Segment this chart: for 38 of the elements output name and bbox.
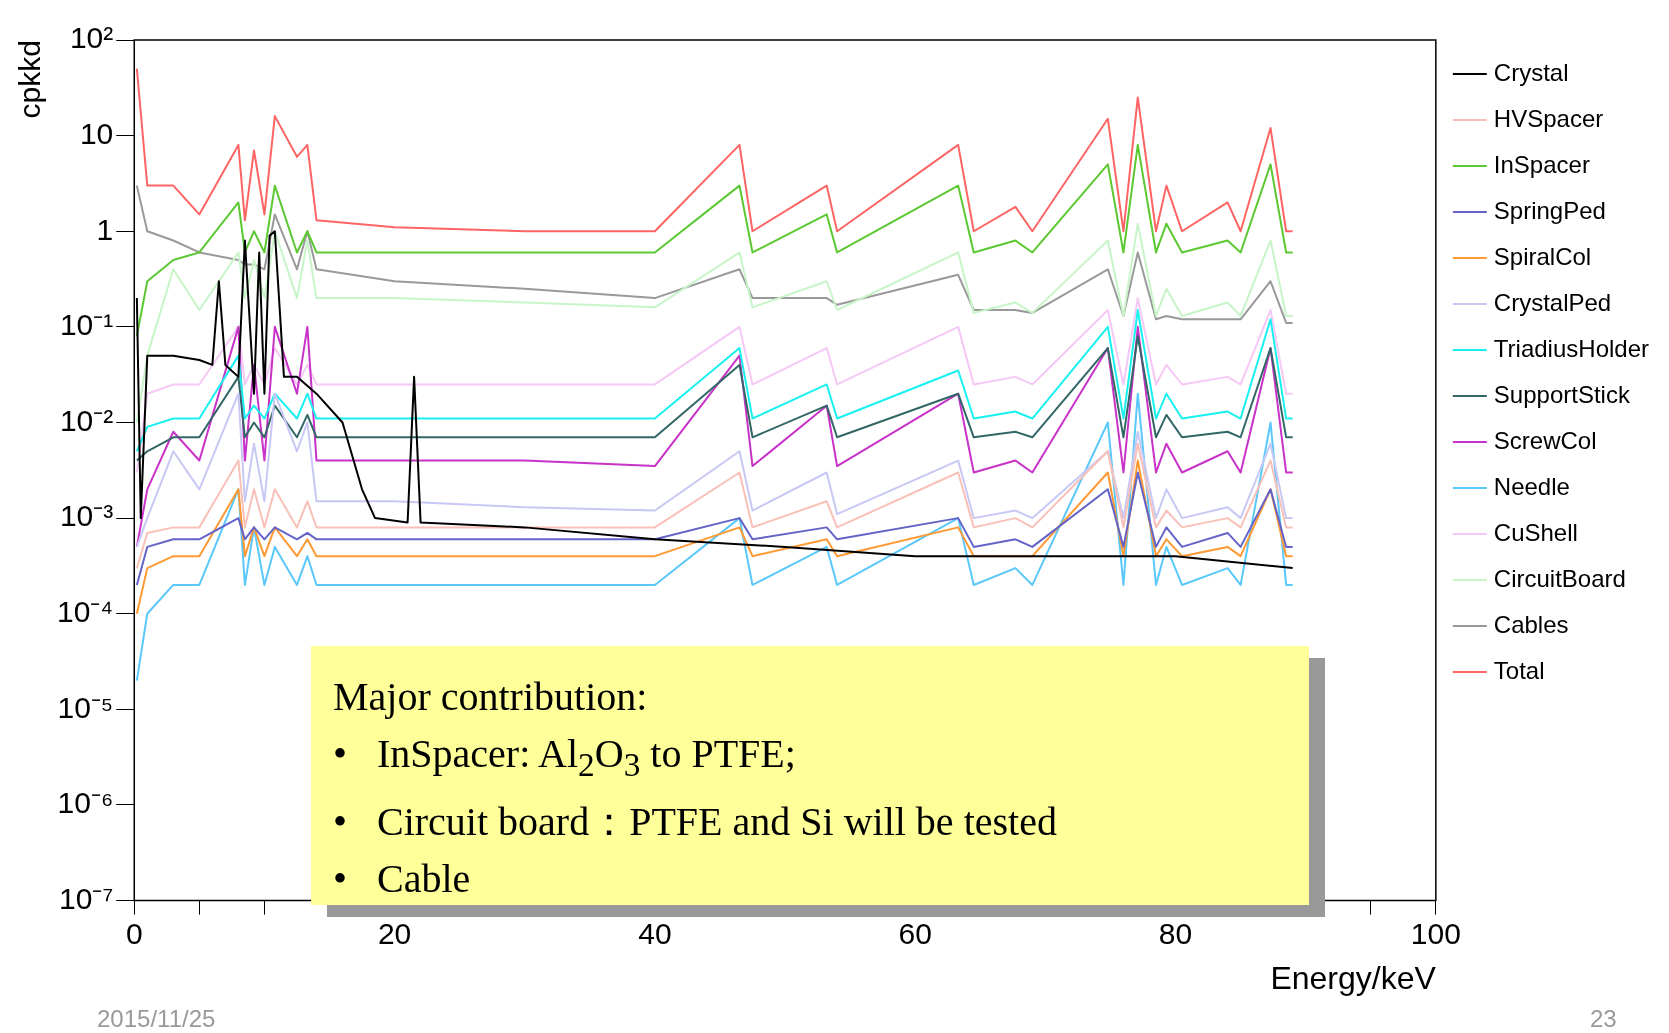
legend-label: TriadiusHolder xyxy=(1493,334,1650,362)
legend-label: CrystalPed xyxy=(1493,288,1612,316)
legend-label: CuShell xyxy=(1493,518,1578,546)
legend-label: Needle xyxy=(1493,472,1570,500)
annotation: • Circuit board：PTFE and Si will be tested xyxy=(333,798,1058,846)
y-tick-label: 10⁻² xyxy=(59,403,114,437)
y-tick-label: 10⁻¹ xyxy=(59,308,114,342)
y-tick-label: 10² xyxy=(69,21,114,55)
y-tick-label: 10⁻⁴ xyxy=(56,595,114,628)
text: 2015/11/25 xyxy=(97,1005,216,1033)
y-tick-label: 10⁻³ xyxy=(59,499,114,533)
x-tick-label: 0 xyxy=(125,916,143,950)
x-tick-label: 60 xyxy=(898,916,932,950)
legend-label: SpiralCol xyxy=(1493,242,1592,270)
legend-label: SupportStick xyxy=(1493,380,1631,408)
legend-label: Total xyxy=(1493,656,1545,684)
y-tick-label: 10⁻⁶ xyxy=(57,786,114,820)
y-tick-label: 10⁻⁵ xyxy=(57,690,114,724)
legend-label: Crystal xyxy=(1493,58,1569,86)
legend-label: Cables xyxy=(1493,610,1569,638)
x-tick-label: 100 xyxy=(1410,916,1461,950)
annotation: • InSpacer: Al$_{2}$O$_{3}$ to PTFE; xyxy=(333,730,797,785)
annotation: • Cable xyxy=(333,855,472,903)
x-tick-label: 40 xyxy=(638,916,672,950)
legend-label: SpringPed xyxy=(1493,196,1606,224)
y-tick-label: 1 xyxy=(96,212,114,246)
y-tick-label: 10⁻⁷ xyxy=(59,881,114,915)
annotation: Major contribution: xyxy=(333,673,649,721)
legend-label: CircuitBoard xyxy=(1493,564,1626,592)
legend-label: ScrewCol xyxy=(1493,426,1597,454)
legend-label: InSpacer xyxy=(1493,150,1590,178)
y-axis-title: cpkkd xyxy=(13,40,47,119)
text: 23 xyxy=(1590,1005,1617,1033)
x-tick-label: 80 xyxy=(1158,916,1193,950)
legend-label: HVSpacer xyxy=(1493,104,1604,132)
y-tick-label: 10 xyxy=(79,116,114,150)
x-tick-label: 20 xyxy=(377,916,412,950)
x-axis-title: Energy/keV xyxy=(1270,959,1437,996)
